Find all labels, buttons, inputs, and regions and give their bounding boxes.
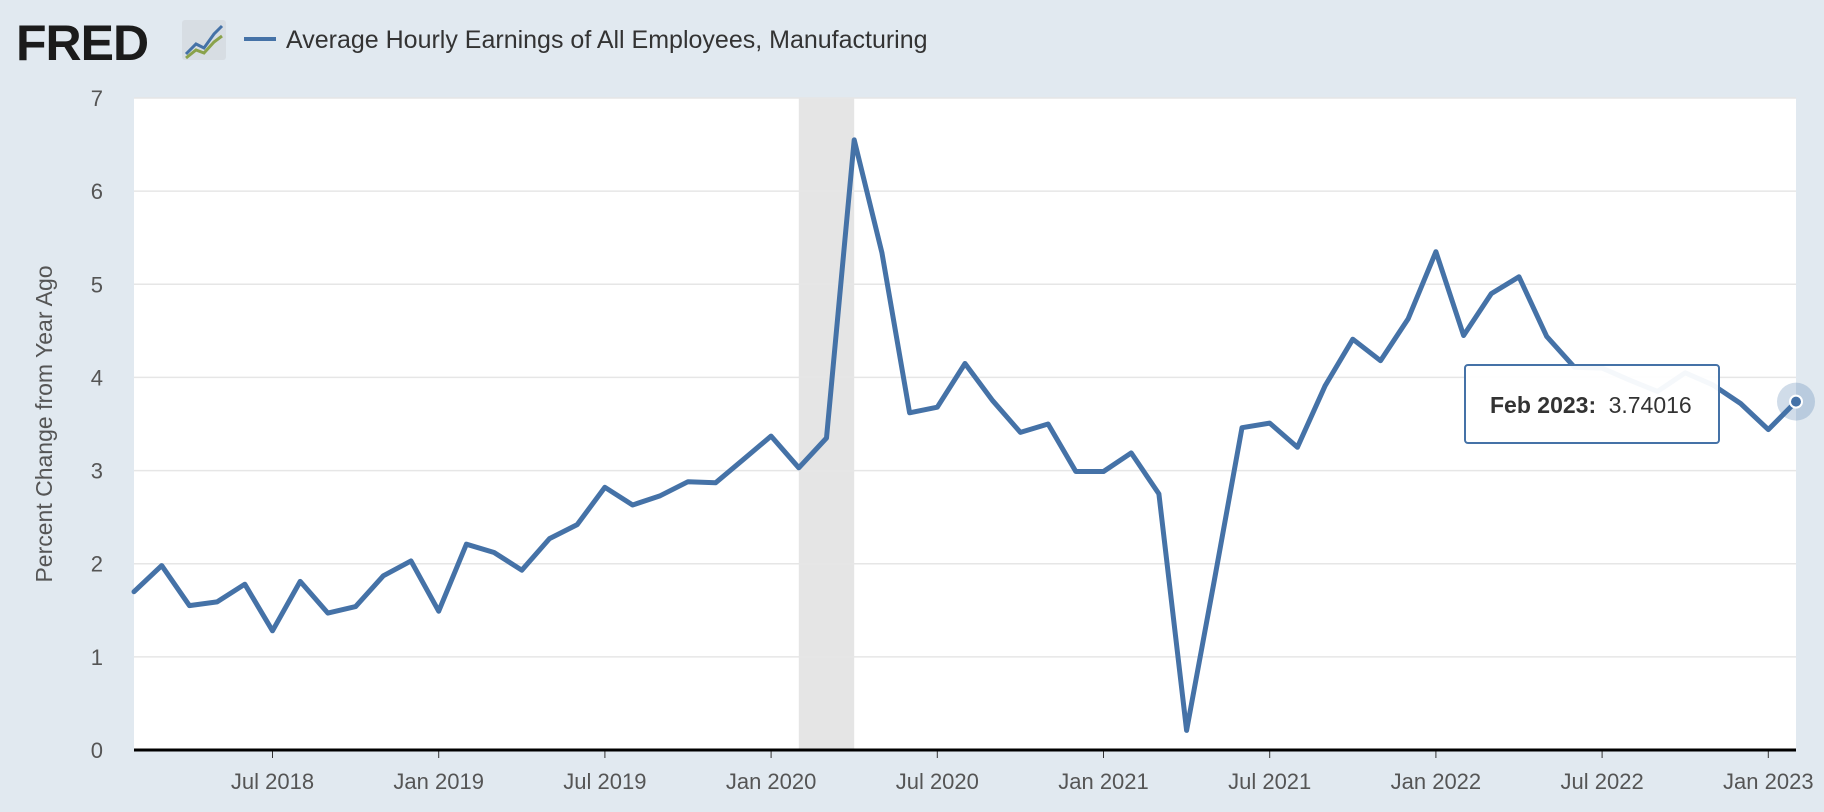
x-tick-label: Jul 2018 [231, 769, 314, 794]
x-tick-label: Jul 2021 [1228, 769, 1311, 794]
svg-text:Feb 2023: 3.74016: Feb 2023: 3.74016 [1490, 392, 1692, 418]
x-tick-label: Jan 2020 [726, 769, 817, 794]
y-axis-title: Percent Change from Year Ago [31, 265, 57, 582]
series-title: Average Hourly Earnings of All Employees… [286, 26, 928, 54]
x-axis-ticks: Jul 2018 Jan 2019 Jul 2019 Jan 2020 Jul 2020… [231, 750, 1814, 794]
y-tick-label: 5 [91, 272, 103, 297]
x-tick-label: Jan 2019 [393, 769, 484, 794]
y-tick-label: 7 [91, 86, 103, 111]
series-layer[interactable] [131, 137, 1815, 733]
fred-logo[interactable]: FRED [16, 15, 149, 71]
x-tick-label: Jul 2020 [896, 769, 979, 794]
tooltip: Feb 2023: 3.74016 [1464, 364, 1720, 444]
x-tick-label: Jan 2022 [1391, 769, 1482, 794]
tooltip-date: Feb 2023: [1490, 392, 1596, 418]
tooltip-value: 3.74016 [1609, 392, 1692, 418]
series-line[interactable] [131, 137, 1799, 733]
y-axis-ticks: 0 1 2 3 4 5 6 7 [91, 86, 103, 763]
x-tick-label: Jan 2021 [1058, 769, 1149, 794]
header: FRED Average Hourly Earnings of All Empl… [16, 15, 928, 71]
line-graph-icon [182, 20, 226, 60]
x-tick-label: Jul 2022 [1561, 769, 1644, 794]
y-tick-label: 0 [91, 738, 103, 763]
tooltip-box [1464, 364, 1720, 444]
y-tick-label: 4 [91, 365, 103, 390]
x-tick-label: Jan 2023 [1723, 769, 1814, 794]
y-tick-label: 1 [91, 645, 103, 670]
y-tick-label: 6 [91, 179, 103, 204]
x-tick-label: Jul 2019 [563, 769, 646, 794]
y-tick-label: 2 [91, 552, 103, 577]
y-tick-label: 3 [91, 459, 103, 484]
hover-point[interactable] [1789, 394, 1803, 409]
